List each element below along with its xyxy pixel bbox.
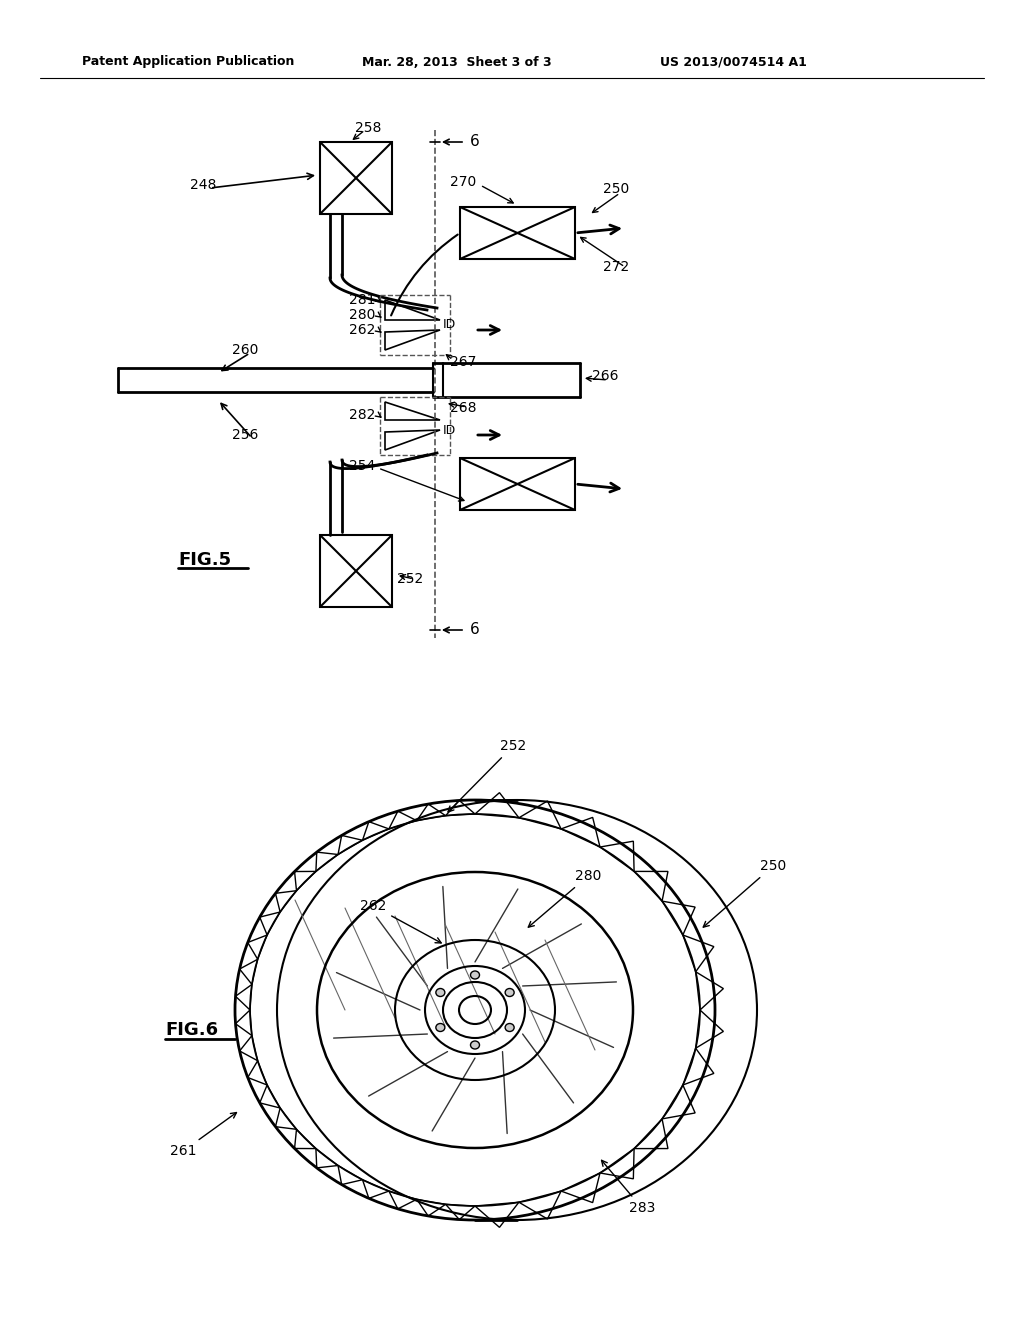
Text: 250: 250 [703, 859, 786, 927]
Text: 252: 252 [397, 572, 423, 586]
Text: 262: 262 [348, 323, 375, 337]
Text: 248: 248 [190, 178, 216, 191]
Text: 6: 6 [470, 135, 480, 149]
Text: 258: 258 [355, 121, 381, 135]
Text: 256: 256 [232, 428, 258, 442]
Ellipse shape [436, 1023, 444, 1031]
Bar [319, 143, 392, 214]
Text: US 2013/0074514 A1: US 2013/0074514 A1 [660, 55, 807, 69]
Text: 262: 262 [360, 899, 441, 942]
Text: 266: 266 [592, 370, 618, 383]
Bar [319, 535, 392, 607]
Text: 281: 281 [348, 293, 375, 308]
Ellipse shape [470, 1041, 479, 1049]
Text: FIG.5: FIG.5 [178, 550, 231, 569]
Text: 280: 280 [348, 308, 375, 322]
Text: 6: 6 [470, 623, 480, 638]
Text: FIG.6: FIG.6 [165, 1020, 218, 1039]
Text: 252: 252 [449, 739, 526, 812]
Text: Mar. 28, 2013  Sheet 3 of 3: Mar. 28, 2013 Sheet 3 of 3 [362, 55, 552, 69]
Text: 267: 267 [450, 355, 476, 370]
Text: 283: 283 [601, 1160, 655, 1214]
Bar [460, 207, 575, 259]
Ellipse shape [505, 1023, 514, 1031]
Text: 260: 260 [232, 343, 258, 356]
Text: ID: ID [443, 424, 457, 437]
Text: 261: 261 [170, 1113, 237, 1158]
Text: ID: ID [443, 318, 457, 331]
Text: Patent Application Publication: Patent Application Publication [82, 55, 294, 69]
Ellipse shape [436, 989, 444, 997]
Text: 268: 268 [450, 401, 476, 414]
Ellipse shape [505, 989, 514, 997]
Text: 250: 250 [603, 182, 630, 195]
Ellipse shape [470, 972, 479, 979]
Text: 270: 270 [450, 176, 476, 189]
Text: 272: 272 [603, 260, 630, 275]
Text: 254: 254 [349, 459, 375, 473]
Text: 280: 280 [528, 869, 601, 927]
Text: 282: 282 [348, 408, 375, 422]
Bar [460, 458, 575, 510]
